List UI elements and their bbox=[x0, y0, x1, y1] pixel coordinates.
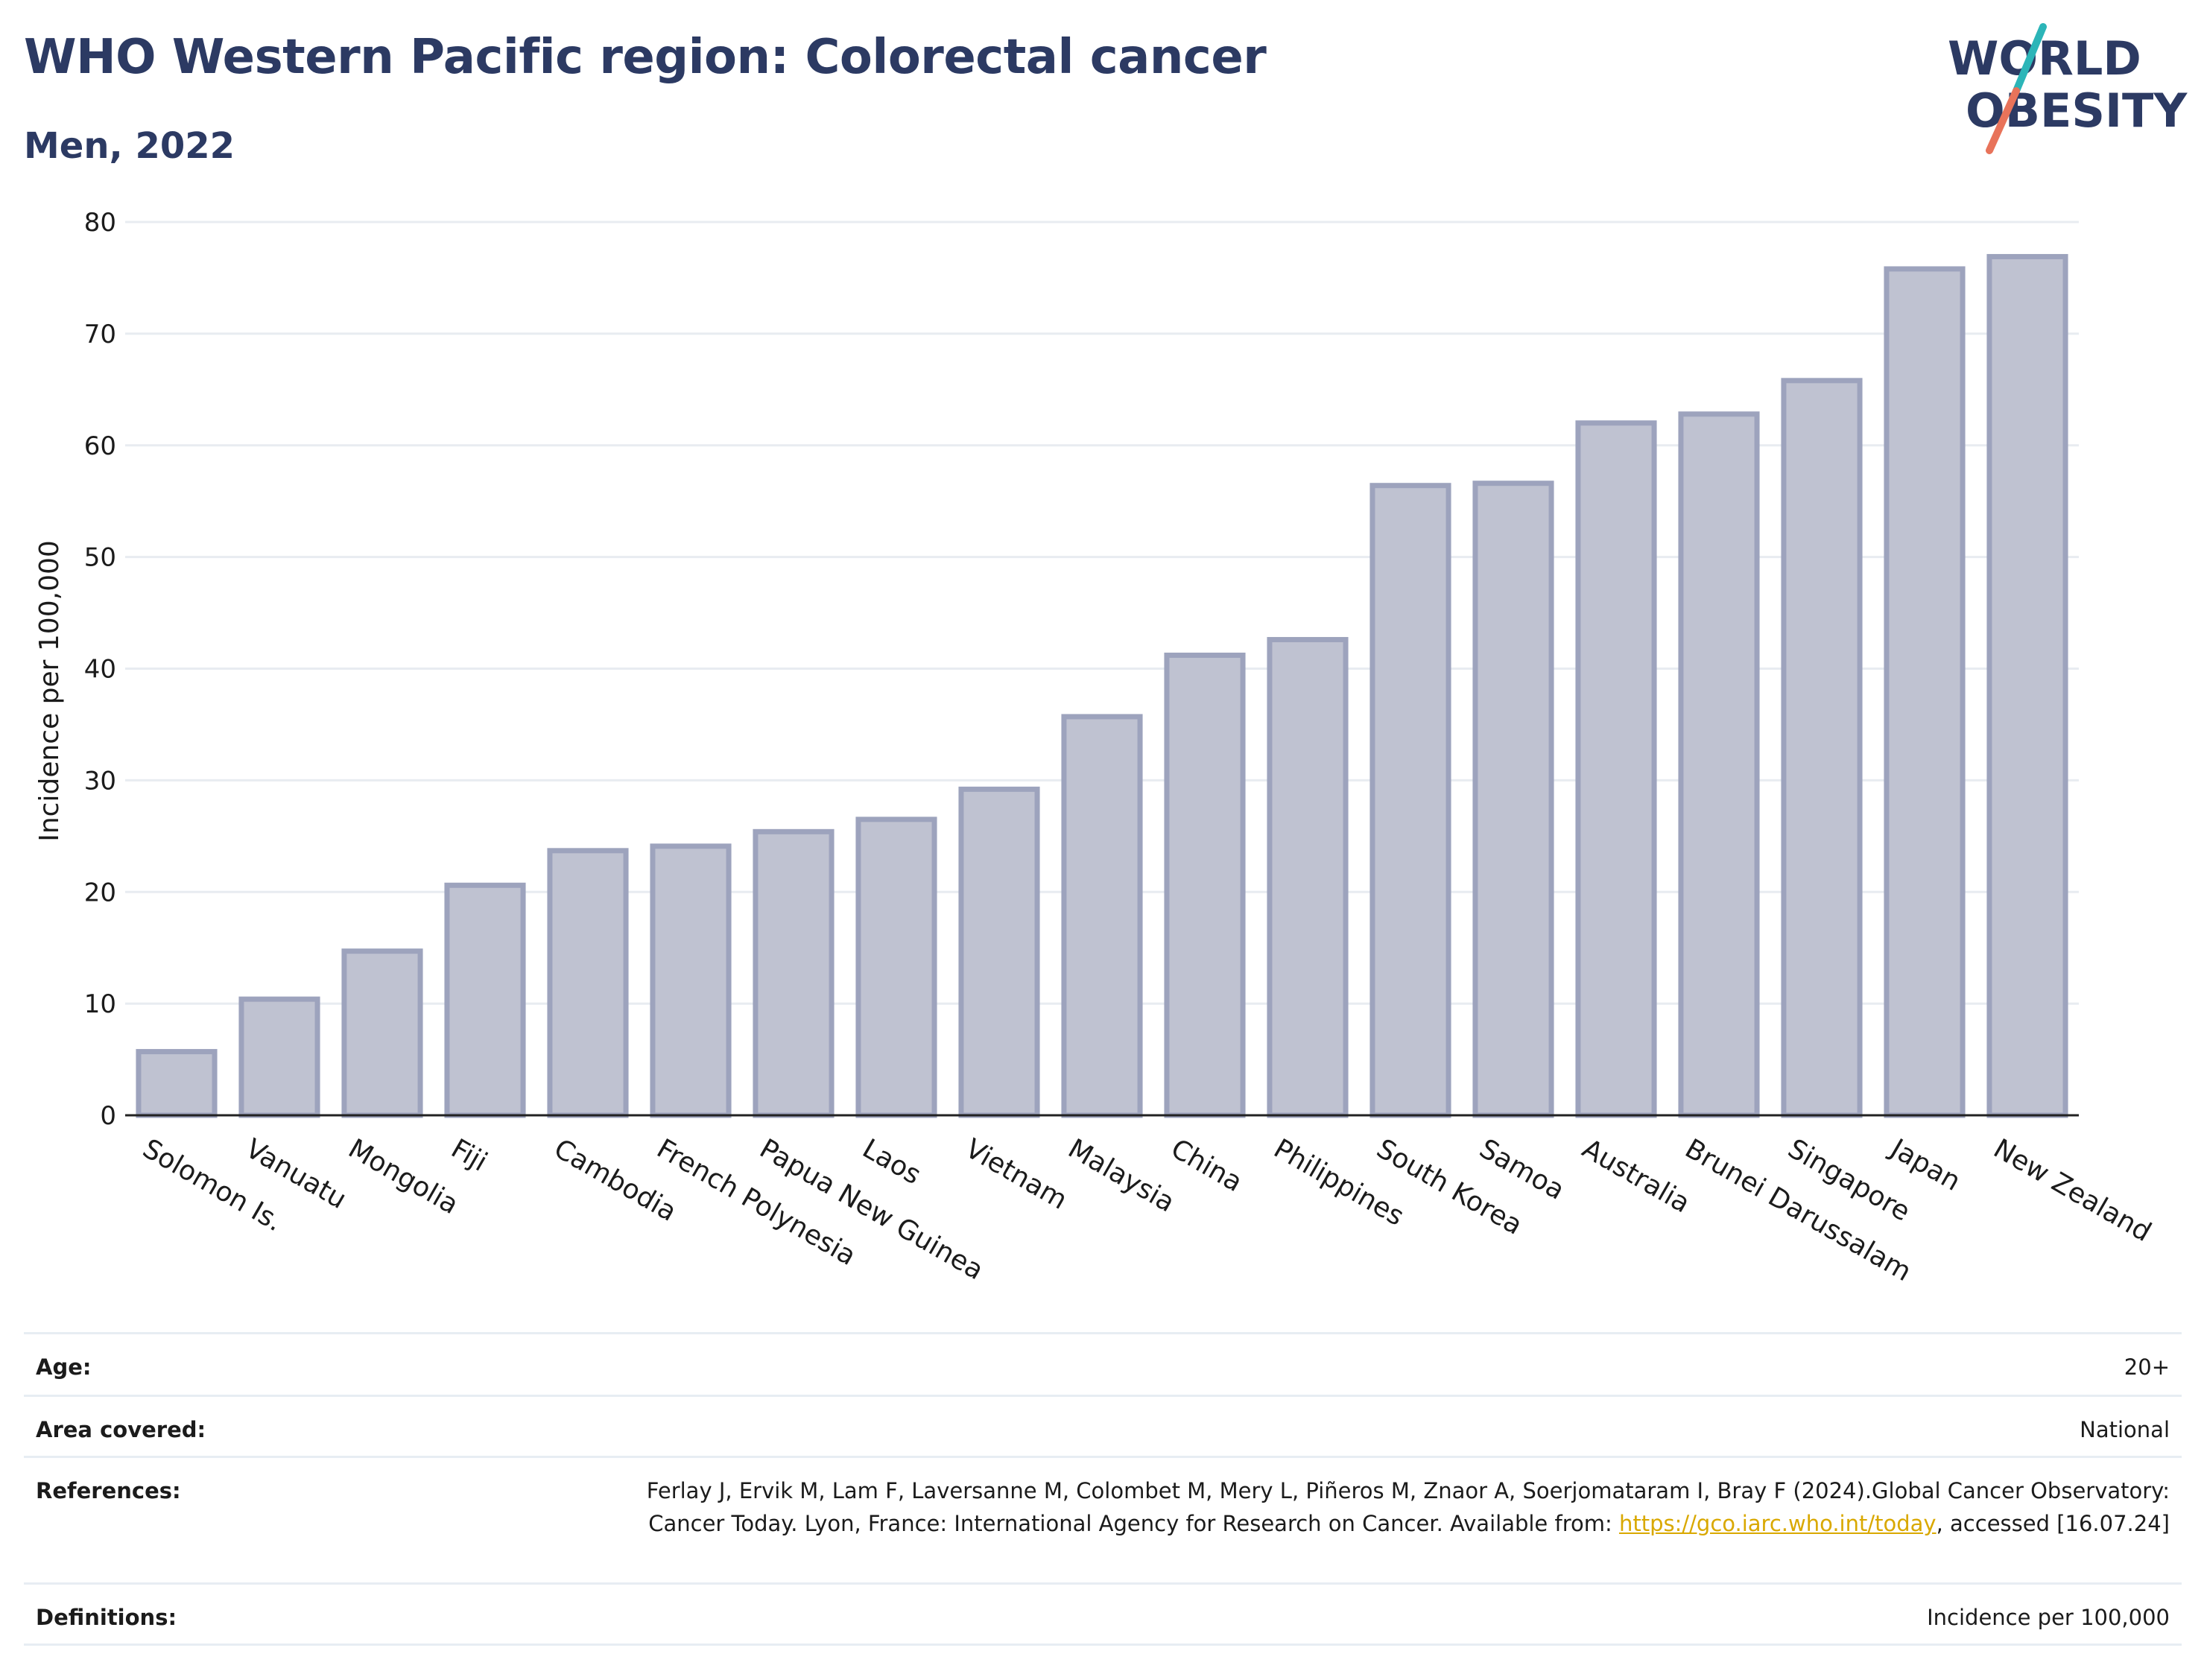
bar bbox=[1986, 253, 2068, 1118]
info-row-references: References: Ferlay J, Ervik M, Lam F, La… bbox=[24, 1458, 2182, 1585]
logo-slash-top bbox=[2013, 23, 2047, 95]
logo-line-1: WORLD bbox=[1948, 31, 2141, 86]
y-tick-label: 40 bbox=[84, 655, 116, 685]
bar bbox=[1061, 714, 1143, 1118]
bar bbox=[547, 848, 629, 1118]
y-tick-label: 70 bbox=[84, 320, 116, 349]
bar bbox=[1781, 378, 1863, 1118]
definitions-value: Incidence per 100,000 bbox=[1927, 1605, 2170, 1630]
bar bbox=[341, 948, 423, 1118]
bar bbox=[1472, 481, 1554, 1118]
references-link[interactable]: https://gco.iarc.who.int/today bbox=[1618, 1511, 1937, 1536]
bar bbox=[1678, 411, 1760, 1118]
x-tick-label: Vietnam bbox=[960, 1133, 1072, 1216]
bar bbox=[1164, 653, 1246, 1118]
x-tick-label: Malaysia bbox=[1063, 1133, 1180, 1218]
y-axis-label: Incidence per 100,000 bbox=[34, 540, 65, 842]
bar bbox=[650, 843, 732, 1118]
references-value: Ferlay J, Ervik M, Lam F, Laversanne M, … bbox=[620, 1474, 2170, 1540]
logo-slash-bottom bbox=[1986, 87, 2020, 154]
bar bbox=[1369, 483, 1451, 1118]
bar bbox=[1884, 266, 1966, 1118]
y-tick-label: 30 bbox=[84, 766, 116, 796]
y-tick-label: 50 bbox=[84, 543, 116, 573]
area-label: Area covered: bbox=[36, 1417, 206, 1442]
y-tick-label: 80 bbox=[84, 208, 116, 238]
x-tick-label: Mongolia bbox=[343, 1133, 464, 1220]
info-row-definitions: Definitions: Incidence per 100,000 bbox=[24, 1585, 2182, 1646]
bar bbox=[1267, 637, 1349, 1118]
references-label: References: bbox=[36, 1478, 181, 1503]
x-tick-label: Japan bbox=[1884, 1132, 1966, 1197]
bar bbox=[136, 1049, 218, 1118]
y-tick-label: 0 bbox=[100, 1101, 116, 1131]
y-tick-label: 60 bbox=[84, 431, 116, 461]
y-tick-label: 20 bbox=[84, 878, 116, 907]
chart-title: WHO Western Pacific region: Colorectal c… bbox=[24, 30, 1267, 85]
x-tick-label: Fiji bbox=[446, 1133, 493, 1178]
chart-subtitle: Men, 2022 bbox=[24, 125, 235, 167]
world-obesity-logo: WORLD OBESITY bbox=[1948, 23, 2188, 154]
x-tick-label: Laos bbox=[858, 1133, 926, 1191]
y-tick-label: 10 bbox=[84, 989, 116, 1019]
age-label: Age: bbox=[36, 1354, 92, 1380]
info-row-age: Age: 20+ bbox=[24, 1334, 2182, 1397]
bar bbox=[855, 817, 937, 1118]
y-axis-ticks: 0 10 20 30 40 50 60 70 80 bbox=[84, 208, 116, 1131]
definitions-label: Definitions: bbox=[36, 1605, 177, 1630]
x-tick-label: New Zealand bbox=[1989, 1133, 2156, 1248]
x-tick-label: China bbox=[1166, 1133, 1248, 1198]
bar bbox=[1575, 420, 1657, 1118]
bar bbox=[444, 882, 526, 1118]
references-accessed: , accessed [16.07.24] bbox=[1936, 1511, 2170, 1536]
info-table: Age: 20+ Area covered: National Referenc… bbox=[24, 1332, 2182, 1646]
references-text: Ferlay J, Ervik M, Lam F, Laversanne M, … bbox=[646, 1478, 2170, 1536]
bar bbox=[958, 786, 1040, 1118]
bar-chart: 0 10 20 30 40 50 60 70 80 Solomon Is.VanuatuMong… bbox=[34, 208, 2156, 1287]
bar bbox=[238, 996, 320, 1118]
x-tick-label: Australia bbox=[1577, 1133, 1695, 1219]
age-value: 20+ bbox=[2124, 1354, 2170, 1380]
bars bbox=[136, 253, 2068, 1118]
area-value: National bbox=[2080, 1417, 2170, 1442]
info-row-area: Area covered: National bbox=[24, 1397, 2182, 1458]
bar bbox=[753, 828, 835, 1118]
